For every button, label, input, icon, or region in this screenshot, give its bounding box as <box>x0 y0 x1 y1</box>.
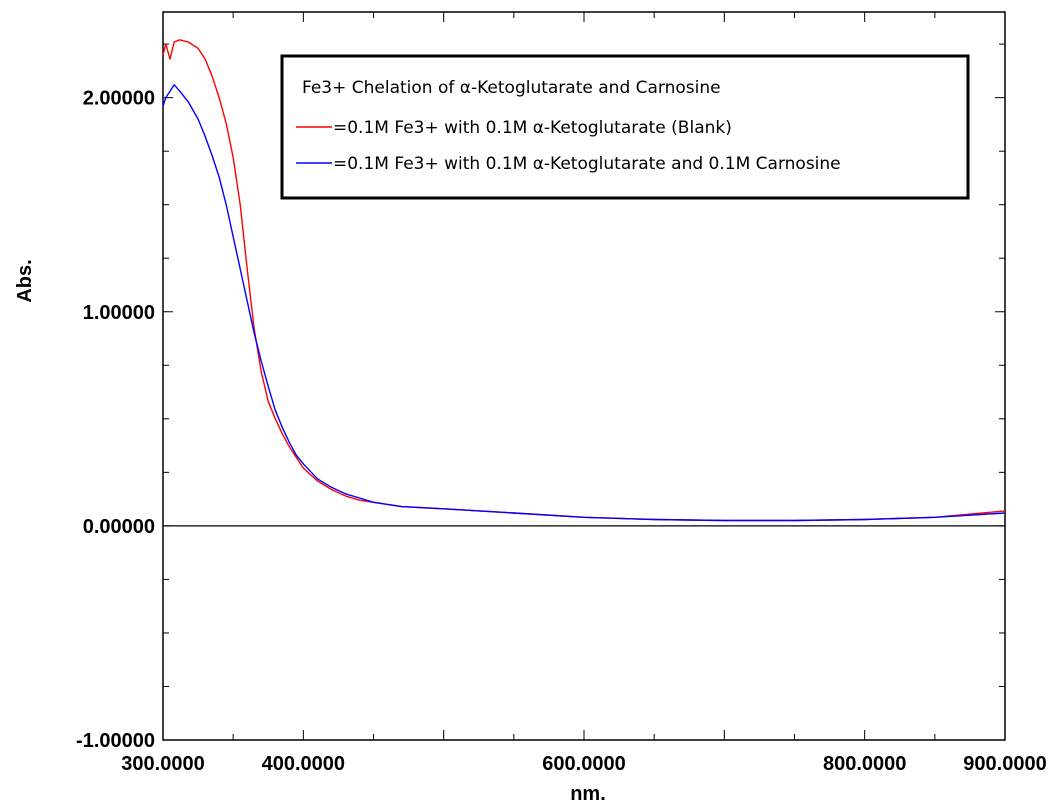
y-tick-label: -1.00000 <box>76 730 155 752</box>
x-tick-label: 900.0000 <box>963 753 1046 775</box>
x-tick-label: 600.0000 <box>542 753 625 775</box>
y-tick-label: 2.00000 <box>83 88 155 110</box>
tick-labels: -1.00000 0.00000 1.00000 2.00000 300.0000 400… <box>76 88 1047 775</box>
y-axis-title: Abs. <box>14 259 36 302</box>
x-tick-label: 300.0000 <box>121 753 204 775</box>
y-tick-label: 0.00000 <box>83 516 155 538</box>
legend-title: Fe3+ Chelation of α-Ketoglutarate and Ca… <box>302 78 721 98</box>
series-layer <box>162 39 1006 522</box>
legend-label-carnosine: =0.1M Fe3+ with 0.1M α-Ketoglutarate and… <box>333 154 841 174</box>
legend-box <box>280 54 970 200</box>
x-tick-label: 400.0000 <box>262 753 345 775</box>
x-axis-title: nm. <box>570 783 606 805</box>
axis-ticks <box>162 12 1006 741</box>
x-tick-label: 800.0000 <box>823 753 906 775</box>
y-tick-label: 1.00000 <box>83 302 155 324</box>
legend-label-blank: =0.1M Fe3+ with 0.1M α-Ketoglutarate (Bl… <box>333 118 732 138</box>
series-line-1 <box>162 84 1006 522</box>
legend: Fe3+ Chelation of α-Ketoglutarate and Ca… <box>280 54 970 200</box>
